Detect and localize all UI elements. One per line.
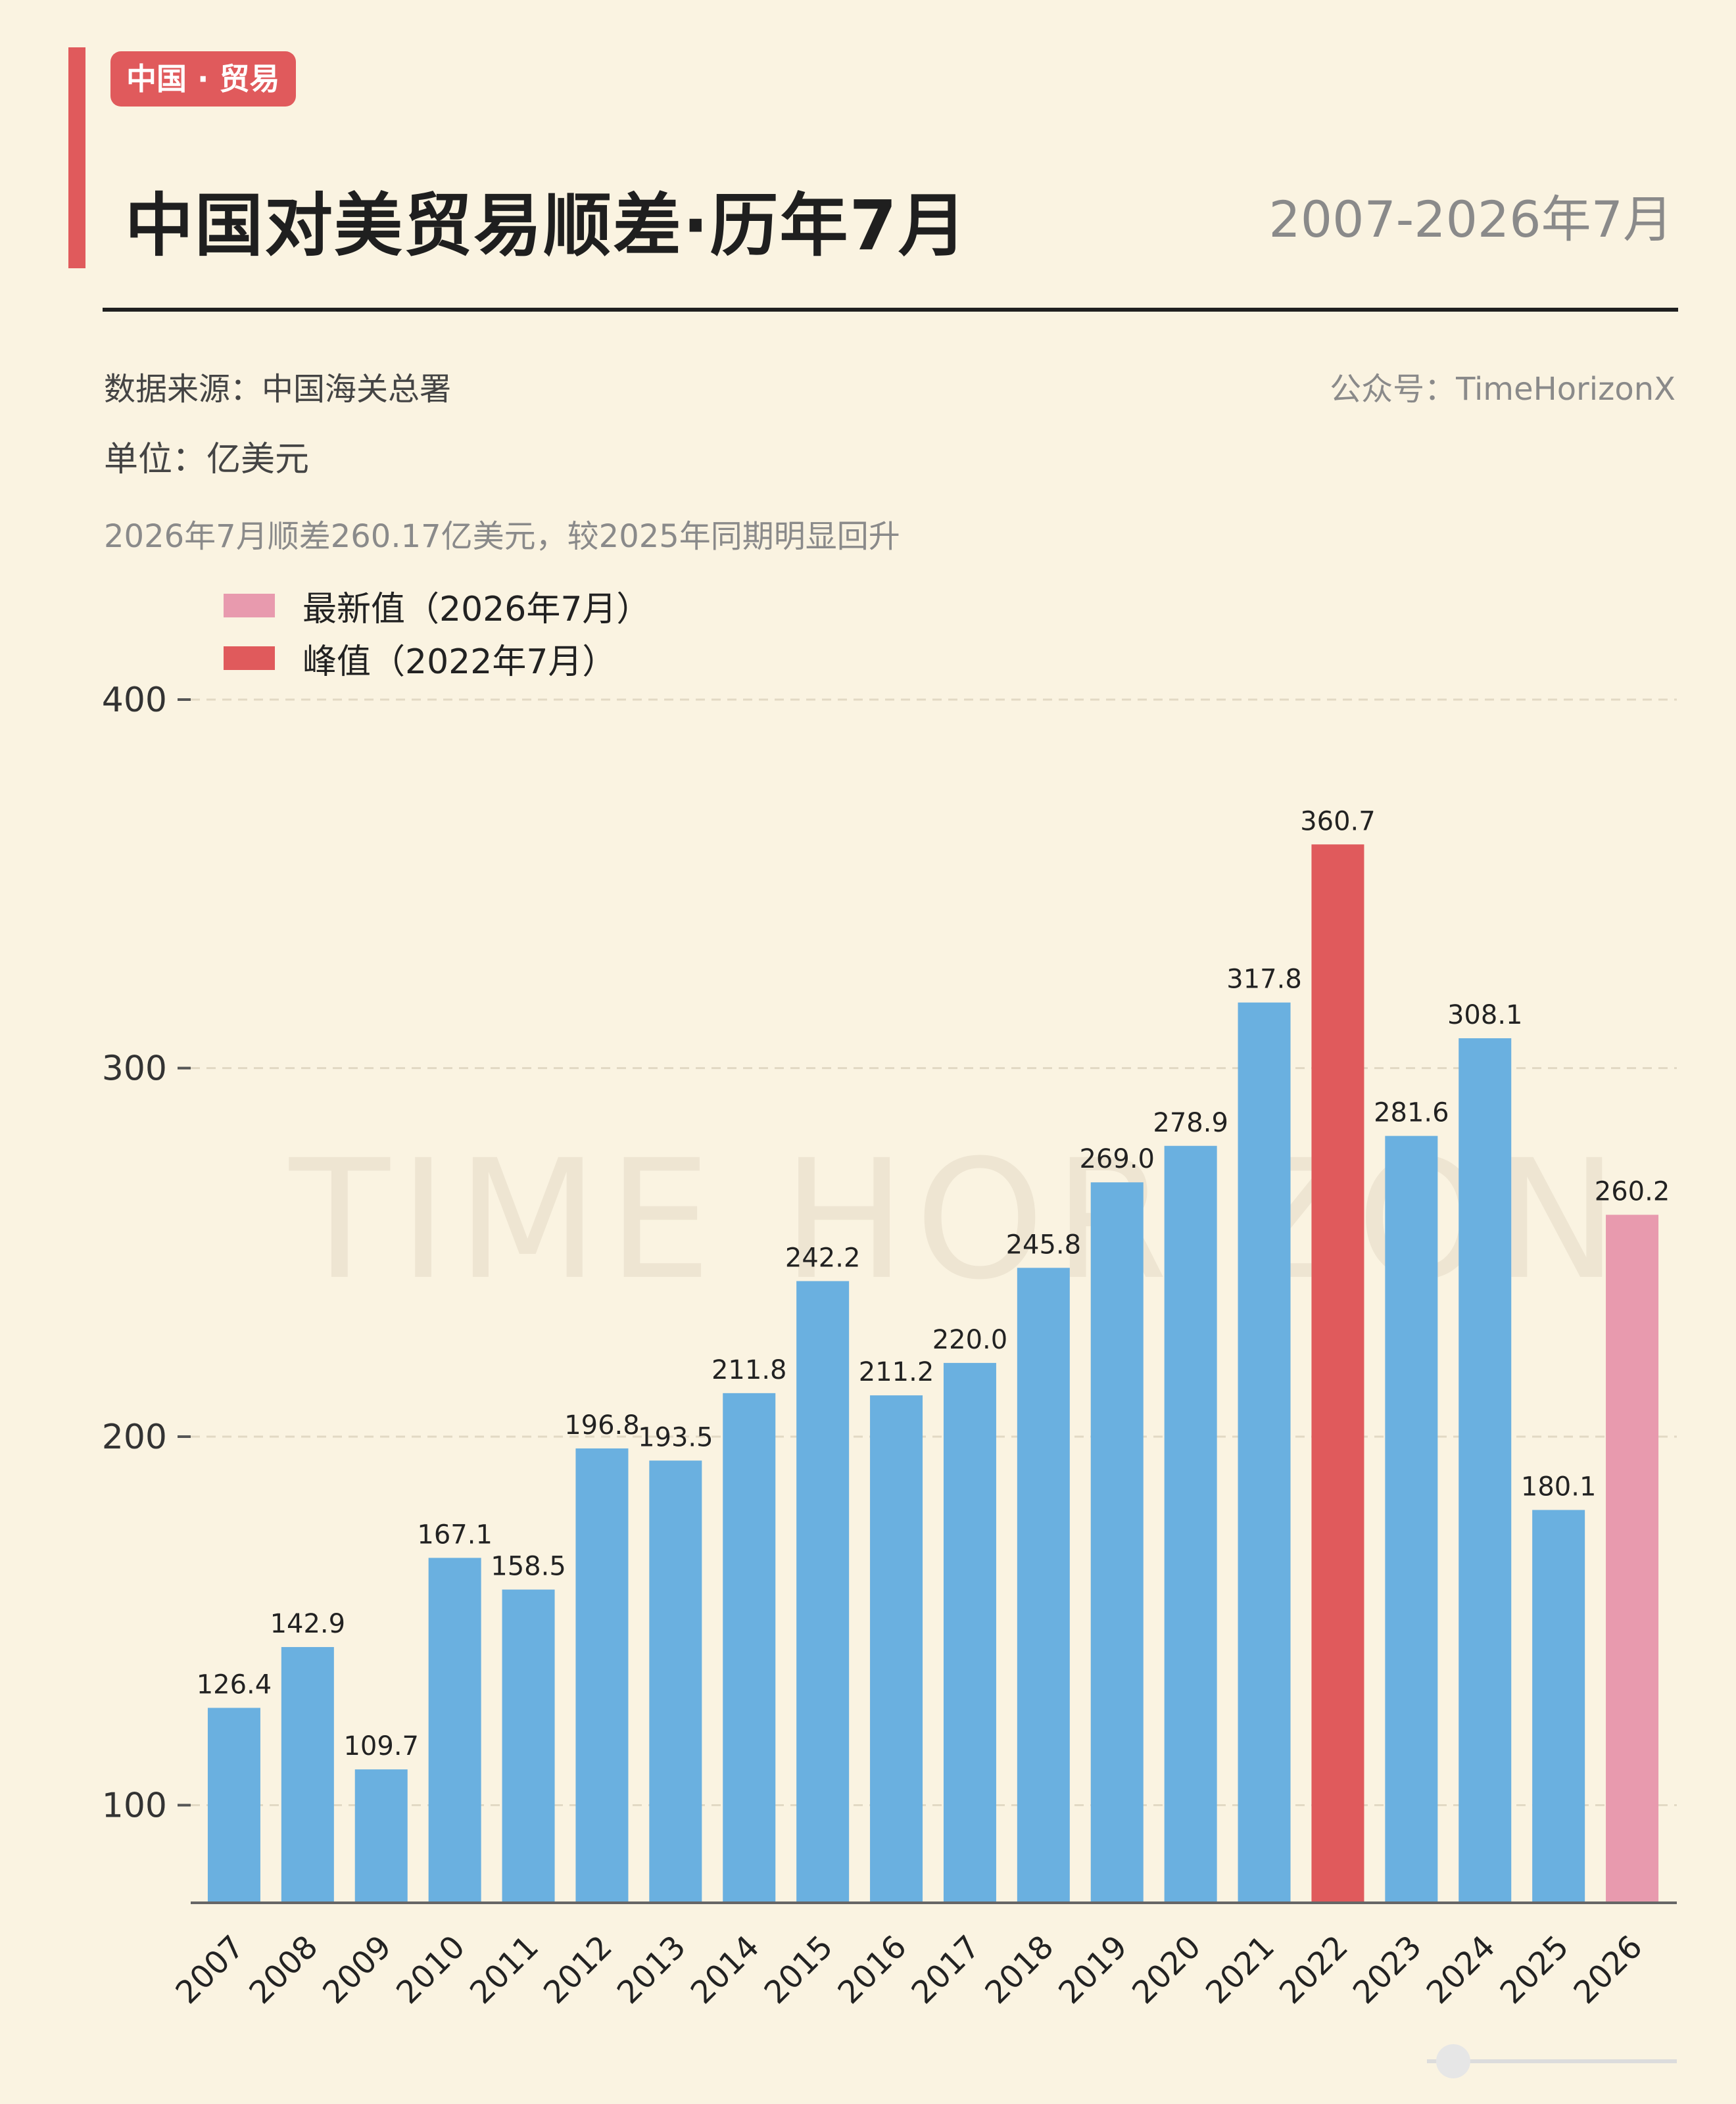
x-tick-label-2023: 2023 — [1346, 1928, 1429, 2011]
bar-2019 — [1090, 1182, 1144, 1903]
x-tick-label-2013: 2013 — [610, 1928, 693, 2011]
bar-2010 — [428, 1558, 481, 1903]
legend-label-latest: 最新值（2026年7月） — [302, 589, 651, 629]
bar-2014 — [723, 1393, 776, 1903]
x-tick-label-2024: 2024 — [1420, 1928, 1503, 2011]
legend-label-peak: 峰值（2022年7月） — [302, 642, 617, 682]
y-tick-label: 300 — [102, 1049, 167, 1088]
period-label: 2007-2026年7月 — [1268, 190, 1673, 249]
unit-label: 单位：亿美元 — [104, 440, 310, 479]
legend-item-peak: 峰值（2022年7月） — [224, 635, 617, 682]
x-tick-label-2025: 2025 — [1493, 1928, 1576, 2011]
data-label-2020: 278.9 — [1153, 1108, 1228, 1138]
bar-2008 — [281, 1647, 334, 1903]
x-tick-label-2020: 2020 — [1125, 1928, 1208, 2011]
bar-2016 — [870, 1395, 923, 1903]
x-tick-label-2017: 2017 — [904, 1928, 987, 2011]
data-label-2016: 211.2 — [859, 1357, 934, 1387]
data-label-2017: 220.0 — [932, 1325, 1008, 1355]
bar-2026 — [1606, 1214, 1659, 1903]
data-label-2023: 281.6 — [1374, 1098, 1449, 1128]
data-label-2012: 196.8 — [564, 1410, 640, 1441]
x-tick-label-2010: 2010 — [389, 1928, 472, 2011]
x-tick-label-2021: 2021 — [1199, 1928, 1282, 2011]
legend-swatch-peak — [224, 646, 275, 670]
page-title: 中国对美贸易顺差·历年7月 — [125, 185, 968, 266]
y-tick-label: 100 — [102, 1786, 167, 1825]
data-label-2009: 109.7 — [343, 1731, 419, 1761]
bar-2009 — [354, 1769, 408, 1903]
bar-2007 — [207, 1708, 260, 1903]
bar-2023 — [1385, 1136, 1438, 1903]
bar-2017 — [943, 1362, 996, 1903]
data-label-2024: 308.1 — [1447, 1000, 1523, 1030]
bar-2021 — [1238, 1002, 1291, 1903]
data-label-2010: 167.1 — [417, 1519, 493, 1550]
bar-2011 — [502, 1589, 555, 1903]
accent-bar — [68, 47, 85, 268]
data-label-2014: 211.8 — [711, 1355, 787, 1385]
x-tick-label-2012: 2012 — [537, 1928, 619, 2011]
x-tick-label-2022: 2022 — [1272, 1928, 1355, 2011]
summary-note: 2026年7月顺差260.17亿美元，较2025年同期明显回升 — [104, 518, 900, 555]
data-label-2008: 142.9 — [270, 1609, 346, 1639]
data-label-2025: 180.1 — [1521, 1472, 1597, 1502]
x-tick-label-2007: 2007 — [168, 1928, 251, 2011]
account-credit: 公众号：TimeHorizonX — [1330, 371, 1676, 408]
data-source: 数据来源：中国海关总署 — [104, 371, 452, 408]
y-tick-label: 200 — [102, 1418, 167, 1457]
legend-item-latest: 最新值（2026年7月） — [224, 583, 650, 629]
x-tick-label-2011: 2011 — [463, 1928, 546, 2011]
x-tick-label-2016: 2016 — [831, 1928, 914, 2011]
corner-decoration — [1427, 2044, 1677, 2078]
data-label-2026: 260.2 — [1595, 1177, 1670, 1207]
data-label-2019: 269.0 — [1079, 1144, 1155, 1174]
x-tick-label-2019: 2019 — [1051, 1928, 1134, 2011]
legend-swatch-latest — [224, 594, 275, 617]
data-label-2013: 193.5 — [638, 1422, 713, 1452]
title-divider — [103, 308, 1678, 312]
data-label-2021: 317.8 — [1226, 965, 1302, 995]
x-tick-label-2018: 2018 — [978, 1928, 1061, 2011]
category-tag: 中国 · 贸易 — [110, 51, 296, 107]
bar-2025 — [1532, 1510, 1585, 1903]
data-label-2022: 360.7 — [1300, 806, 1376, 836]
bar-2012 — [575, 1448, 629, 1903]
bar-2022 — [1311, 844, 1364, 1903]
x-tick-label-2015: 2015 — [758, 1928, 840, 2011]
bar-2020 — [1164, 1145, 1217, 1903]
bar-2024 — [1459, 1038, 1512, 1903]
x-tick-label-2014: 2014 — [684, 1928, 767, 2011]
bar-2018 — [1017, 1268, 1070, 1903]
data-label-2007: 126.4 — [197, 1670, 272, 1700]
data-label-2015: 242.2 — [785, 1243, 861, 1273]
x-tick-label-2026: 2026 — [1567, 1928, 1650, 2011]
bar-2013 — [649, 1460, 702, 1903]
y-tick-label: 400 — [102, 681, 167, 720]
bar-2015 — [796, 1281, 850, 1903]
x-tick-label-2009: 2009 — [316, 1928, 398, 2011]
x-tick-label-2008: 2008 — [242, 1928, 325, 2011]
data-label-2018: 245.8 — [1006, 1230, 1082, 1260]
data-label-2011: 158.5 — [491, 1552, 566, 1582]
